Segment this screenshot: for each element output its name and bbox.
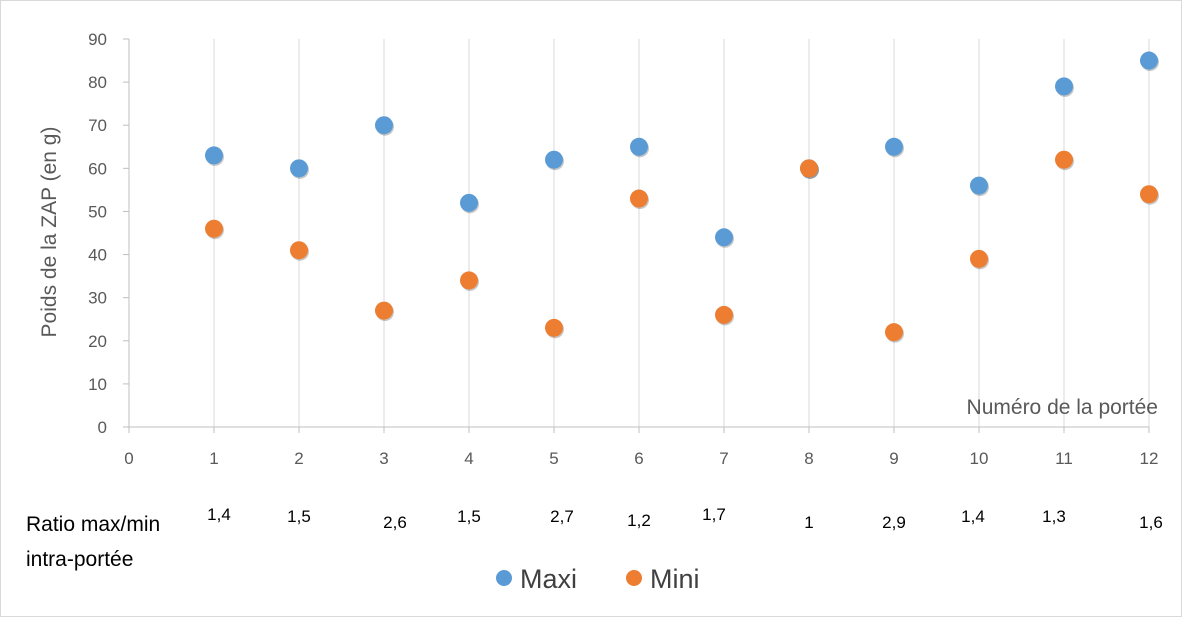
ratio-value: 2,7 — [550, 507, 574, 526]
x-tick-label: 9 — [889, 449, 898, 468]
x-tick-label: 7 — [719, 449, 728, 468]
data-point-maxi — [715, 228, 733, 247]
data-point-maxi — [545, 150, 563, 169]
legend-label-mini: Mini — [650, 564, 700, 594]
ratio-row: Ratio max/min intra-portée 1,4 1,5 2,6 1,5 2… — [26, 505, 1163, 571]
data-point-mini — [715, 305, 733, 324]
x-tick-label: 8 — [804, 449, 813, 468]
gridlines — [213, 39, 1150, 427]
x-tick-label: 1 — [209, 449, 218, 468]
x-tick-label: 4 — [464, 449, 473, 468]
ratio-value: 1,7 — [702, 505, 726, 524]
legend-marker-maxi — [496, 570, 512, 586]
y-tick-label: 20 — [88, 332, 107, 351]
data-point-mini — [630, 189, 648, 208]
data-point-mini — [375, 301, 393, 320]
ratio-value: 2,6 — [383, 513, 407, 532]
ratio-value: 1,4 — [207, 505, 231, 524]
y-tick-label: 30 — [88, 289, 107, 308]
y-tick-label: 50 — [88, 202, 107, 221]
y-tick-label: 90 — [88, 30, 107, 49]
ratio-value: 1,3 — [1042, 507, 1066, 526]
data-points — [205, 51, 1159, 343]
y-tick-label: 70 — [88, 116, 107, 135]
data-point-maxi — [460, 193, 478, 212]
y-tick-label: 10 — [88, 375, 107, 394]
axes — [123, 38, 1150, 433]
ratio-row-label-line1: Ratio max/min — [26, 513, 160, 536]
y-tick-label: 40 — [88, 246, 107, 265]
ratio-value: 1,4 — [961, 507, 985, 526]
data-point-maxi — [970, 176, 988, 195]
ratio-value: 1,6 — [1139, 513, 1163, 532]
x-axis-title: Numéro de la portée — [967, 396, 1158, 419]
data-point-mini — [545, 318, 563, 337]
x-tick-label: 12 — [1140, 449, 1159, 468]
data-point-mini — [290, 241, 308, 260]
ratio-value: 1,2 — [627, 511, 651, 530]
legend-item-maxi: Maxi — [496, 564, 577, 594]
data-point-mini — [1055, 150, 1073, 169]
data-point-mini — [970, 249, 988, 268]
ratio-value: 1,5 — [457, 507, 481, 526]
x-tick-label: 3 — [379, 449, 388, 468]
data-point-mini — [460, 271, 478, 290]
data-point-maxi — [1055, 77, 1073, 96]
ratio-value: 2,9 — [882, 513, 906, 532]
y-tick-label: 60 — [88, 159, 107, 178]
legend-item-mini: Mini — [626, 564, 700, 594]
legend: Maxi Mini — [496, 564, 700, 594]
data-point-mini — [885, 323, 903, 342]
data-point-mini — [800, 159, 818, 178]
data-point-mini — [1140, 185, 1158, 204]
data-point-mini — [205, 219, 223, 238]
x-tick-label: 5 — [549, 449, 558, 468]
data-point-maxi — [885, 137, 903, 156]
series-mini — [205, 150, 1159, 343]
x-tick-label: 10 — [970, 449, 989, 468]
legend-marker-mini — [626, 570, 642, 586]
ratio-value: 1,5 — [287, 507, 311, 526]
data-point-maxi — [630, 137, 648, 156]
y-tick-label: 80 — [88, 73, 107, 92]
ratio-row-label-line2: intra-portée — [26, 548, 133, 571]
data-point-maxi — [205, 146, 223, 165]
y-axis-title: Poids de la ZAP (en g) — [38, 127, 61, 338]
ratio-value: 1 — [804, 513, 813, 532]
data-point-maxi — [375, 116, 393, 135]
data-point-maxi — [1140, 51, 1158, 70]
legend-label-maxi: Maxi — [520, 564, 577, 594]
x-tick-label: 11 — [1055, 449, 1073, 468]
x-tick-label: 0 — [124, 449, 133, 468]
data-point-maxi — [290, 159, 308, 178]
x-tick-label: 2 — [294, 449, 303, 468]
x-tick-label: 6 — [634, 449, 643, 468]
y-tick-label: 0 — [98, 418, 107, 437]
